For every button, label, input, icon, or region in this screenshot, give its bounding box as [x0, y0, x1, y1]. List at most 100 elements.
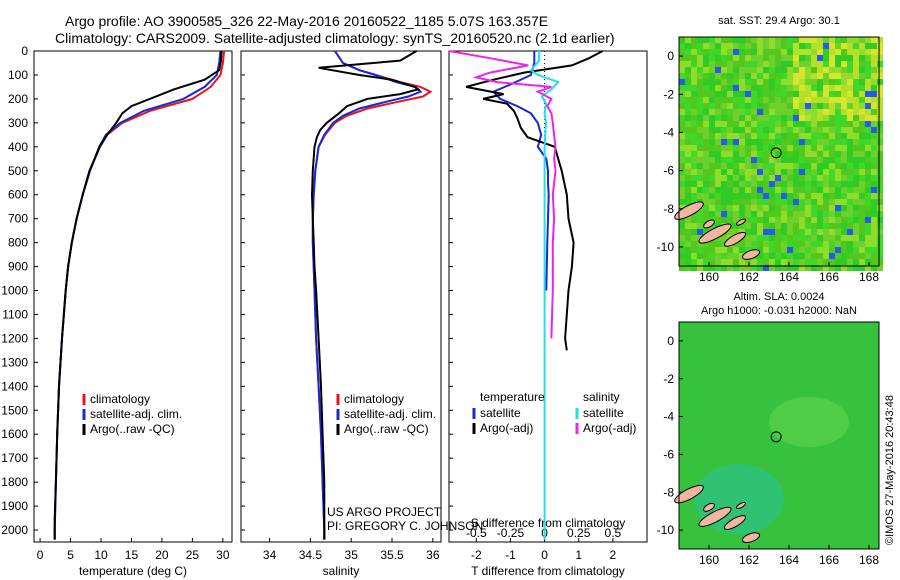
map-cell: [793, 127, 799, 133]
map-cell: [757, 187, 763, 193]
map-cell: [763, 163, 769, 169]
map-cell: [751, 157, 757, 163]
map-cell: [757, 127, 763, 133]
map-cell: [781, 79, 787, 85]
map-cell: [697, 91, 703, 97]
map-cell: [727, 145, 733, 151]
map-cell: [793, 115, 799, 121]
map-cell: [805, 181, 811, 187]
map-cell: [679, 139, 685, 145]
map-cell: [829, 253, 835, 259]
map-cell: [715, 73, 721, 79]
map-cell: [853, 247, 859, 253]
x-tick-label: 0: [541, 548, 548, 562]
map-cell: [775, 175, 781, 181]
map-y-tick-label: -6: [663, 447, 674, 461]
map-cell: [865, 193, 871, 199]
map-cell: [685, 193, 691, 199]
map-cell: [769, 157, 775, 163]
map-cell: [841, 247, 847, 253]
map-cell: [817, 247, 823, 253]
map-cell: [847, 199, 853, 205]
map-cell: [811, 97, 817, 103]
map-cell: [709, 43, 715, 49]
map-cell: [787, 127, 793, 133]
map-cell: [865, 151, 871, 157]
map-cell: [769, 133, 775, 139]
map-cell: [865, 247, 871, 253]
map-cell: [793, 109, 799, 115]
map-cell: [799, 169, 805, 175]
map-cell: [715, 223, 721, 229]
map-cell: [739, 49, 745, 55]
map-cell: [817, 157, 823, 163]
map-cell: [769, 175, 775, 181]
map-cell: [841, 193, 847, 199]
map-cell: [805, 43, 811, 49]
map-cell: [805, 55, 811, 61]
map-cell: [715, 217, 721, 223]
map-cell: [709, 67, 715, 73]
map-cell: [829, 187, 835, 193]
map-cell: [775, 109, 781, 115]
map-cell: [757, 199, 763, 205]
map-cell: [811, 235, 817, 241]
map-cell: [709, 265, 715, 271]
map-cell: [757, 103, 763, 109]
map-cell: [793, 241, 799, 247]
map-y-tick-label: -10: [657, 240, 675, 254]
map-cell: [691, 109, 697, 115]
map-cell: [787, 103, 793, 109]
map-cell: [745, 139, 751, 145]
map-cell: [691, 133, 697, 139]
map-cell: [691, 61, 697, 67]
map-cell: [877, 163, 883, 169]
map-cell: [817, 97, 823, 103]
argo-float-marker: [770, 147, 782, 159]
map-cell: [769, 127, 775, 133]
map-cell: [751, 97, 757, 103]
map-cell: [727, 151, 733, 157]
map-cell: [847, 73, 853, 79]
map-cell: [847, 121, 853, 127]
map-cell: [715, 259, 721, 265]
map-cell: [769, 139, 775, 145]
map-cell: [709, 151, 715, 157]
map-cell: [769, 121, 775, 127]
map-cell: [817, 103, 823, 109]
map-cell: [823, 127, 829, 133]
map-cell: [691, 181, 697, 187]
map-cell: [751, 121, 757, 127]
map-cell: [811, 223, 817, 229]
map-cell: [847, 43, 853, 49]
map-cell: [853, 205, 859, 211]
map-cell: [859, 223, 865, 229]
legend-label: satellite: [583, 406, 624, 420]
map-cell: [733, 61, 739, 67]
map-cell: [853, 79, 859, 85]
map-cell: [769, 199, 775, 205]
map-cell: [679, 127, 685, 133]
map-cell: [811, 265, 817, 271]
map-cell: [709, 205, 715, 211]
map-cell: [859, 61, 865, 67]
map-cell: [679, 121, 685, 127]
map-cell: [685, 91, 691, 97]
map-cell: [745, 61, 751, 67]
map-cell: [775, 259, 781, 265]
map-cell: [811, 199, 817, 205]
map-cell: [799, 253, 805, 259]
map-cell: [715, 247, 721, 253]
map-cell: [727, 211, 733, 217]
map-x-tick-label: 160: [699, 553, 719, 567]
map-cell: [769, 151, 775, 157]
map-cell: [703, 37, 709, 43]
map-cell: [745, 193, 751, 199]
map-cell: [685, 85, 691, 91]
map-cell: [739, 115, 745, 121]
map-cell: [871, 193, 877, 199]
map-cell: [811, 187, 817, 193]
map-cell: [799, 115, 805, 121]
map-cell: [865, 235, 871, 241]
map-cell: [805, 163, 811, 169]
